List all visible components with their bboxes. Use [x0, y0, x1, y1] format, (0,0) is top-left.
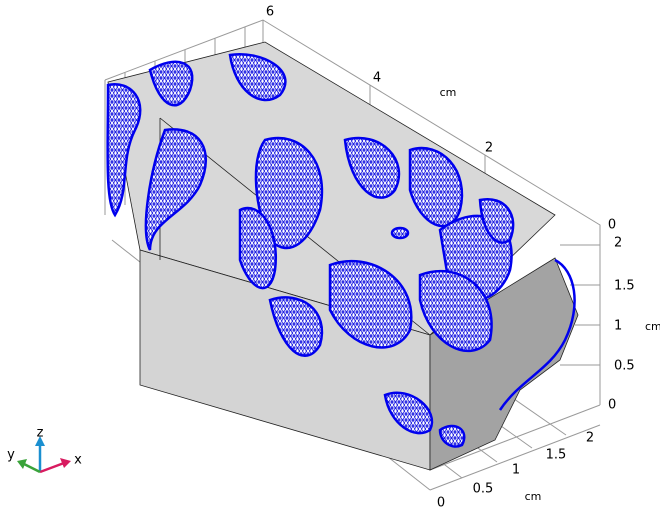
- x-tick-label: 1: [512, 463, 520, 478]
- z-tick-label: 1.5: [614, 279, 635, 294]
- y-tick-label: 2: [485, 141, 493, 156]
- mesh-view: 6 4 2 0 cm 2 1.5 1 0.5 0 cm 0 0.5 1 1.5 …: [0, 0, 660, 511]
- z-tick-label: 2: [614, 236, 622, 251]
- triad-z: z: [37, 426, 44, 441]
- y-unit: cm: [440, 86, 457, 99]
- triad: z x y: [7, 426, 82, 473]
- triad-y: y: [7, 448, 15, 463]
- z-tick-label: 0: [608, 398, 616, 413]
- y-tick-label: 0: [608, 218, 616, 233]
- z-unit: cm: [645, 320, 660, 333]
- y-tick-label: 4: [373, 71, 381, 86]
- x-unit: cm: [525, 490, 542, 503]
- x-tick-label: 0.5: [473, 482, 494, 497]
- page: {"axes": { "y": {"ticks": [6, 4, 2, 0], …: [0, 0, 660, 511]
- y-tick-label: 6: [266, 5, 274, 20]
- x-tick-label: 1.5: [546, 448, 567, 463]
- x-tick-label: 0: [437, 496, 445, 511]
- x-tick-label: 2: [586, 431, 594, 446]
- triad-x: x: [74, 453, 82, 468]
- z-tick-label: 0.5: [614, 359, 635, 374]
- z-tick-label: 1: [614, 319, 622, 334]
